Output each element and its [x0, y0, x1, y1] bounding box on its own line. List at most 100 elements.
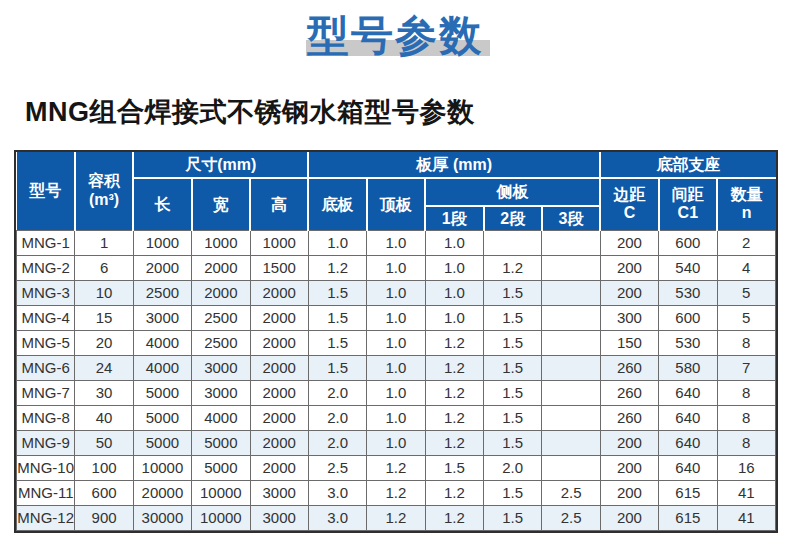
spec-table-header: 型号 容积 (m³) 尺寸(mm) 板厚 (mm) 底部支座 长 宽 高 底板 …: [17, 152, 776, 230]
value-cell: 16: [717, 455, 776, 480]
value-cell: 260: [600, 380, 658, 405]
value-cell: 2000: [250, 330, 308, 355]
value-cell: 5000: [133, 405, 191, 430]
value-cell: 640: [659, 380, 717, 405]
value-cell: 200: [600, 505, 658, 530]
value-cell: 2000: [250, 280, 308, 305]
value-cell: 1.0: [425, 255, 483, 280]
value-cell: 260: [600, 405, 658, 430]
header-side-plate-group: 侧板: [425, 178, 600, 206]
header-segment3: 3段: [542, 206, 600, 230]
value-cell: [542, 430, 600, 455]
header-height: 高: [250, 178, 308, 230]
value-cell: 3000: [133, 305, 191, 330]
model-cell: MNG-11: [17, 480, 75, 505]
value-cell: 1.5: [308, 330, 366, 355]
value-cell: 1.0: [425, 280, 483, 305]
value-cell: 41: [717, 480, 776, 505]
value-cell: 8: [717, 430, 776, 455]
value-cell: [542, 280, 600, 305]
value-cell: 5000: [133, 430, 191, 455]
model-cell: MNG-2: [17, 255, 75, 280]
value-cell: 2000: [250, 305, 308, 330]
value-cell: 2.0: [308, 380, 366, 405]
value-cell: 5000: [133, 380, 191, 405]
value-cell: 1.0: [367, 280, 425, 305]
value-cell: 6: [75, 255, 133, 280]
value-cell: [542, 230, 600, 255]
value-cell: 1500: [250, 255, 308, 280]
value-cell: 2000: [192, 280, 250, 305]
value-cell: 10000: [192, 480, 250, 505]
value-cell: 10000: [133, 455, 191, 480]
value-cell: 530: [659, 280, 717, 305]
value-cell: 580: [659, 355, 717, 380]
header-segment1: 1段: [425, 206, 483, 230]
value-cell: 2500: [192, 330, 250, 355]
value-cell: [542, 305, 600, 330]
value-cell: 2000: [250, 455, 308, 480]
header-length: 长: [133, 178, 191, 230]
value-cell: 41: [717, 505, 776, 530]
value-cell: 4000: [133, 330, 191, 355]
value-cell: 1.5: [484, 380, 542, 405]
value-cell: 24: [75, 355, 133, 380]
value-cell: [542, 255, 600, 280]
model-cell: MNG-5: [17, 330, 75, 355]
value-cell: 1.2: [425, 380, 483, 405]
value-cell: 1.0: [367, 355, 425, 380]
model-cell: MNG-12: [17, 505, 75, 530]
value-cell: 20000: [133, 480, 191, 505]
value-cell: 300: [600, 305, 658, 330]
header-row-1: 型号 容积 (m³) 尺寸(mm) 板厚 (mm) 底部支座: [17, 152, 776, 178]
value-cell: 2000: [192, 255, 250, 280]
header-model: 型号: [17, 152, 75, 230]
table-row: MNG-11600200001000030003.01.21.21.52.520…: [17, 480, 776, 505]
table-row: MNG-12900300001000030003.01.21.21.52.520…: [17, 505, 776, 530]
value-cell: 15: [75, 305, 133, 330]
value-cell: 200: [600, 455, 658, 480]
header-spacing: 间距 C1: [659, 178, 717, 230]
value-cell: 1000: [250, 230, 308, 255]
value-cell: [542, 380, 600, 405]
value-cell: 1: [75, 230, 133, 255]
value-cell: 2000: [250, 430, 308, 455]
value-cell: 1.2: [367, 480, 425, 505]
table-row: MNG-7305000300020002.01.01.21.52606408: [17, 380, 776, 405]
header-volume-line2: (m³): [76, 191, 132, 209]
value-cell: 1.5: [484, 505, 542, 530]
value-cell: 3.0: [308, 505, 366, 530]
value-cell: 2500: [192, 305, 250, 330]
value-cell: 1.5: [308, 280, 366, 305]
value-cell: 600: [659, 230, 717, 255]
value-cell: 3000: [250, 505, 308, 530]
table-row: MNG-262000200015001.21.01.01.22005404: [17, 255, 776, 280]
value-cell: 1.2: [308, 255, 366, 280]
value-cell: 1.0: [367, 380, 425, 405]
value-cell: 600: [75, 480, 133, 505]
value-cell: 1.5: [484, 430, 542, 455]
header-dimensions-group: 尺寸(mm): [133, 152, 308, 178]
value-cell: 7: [717, 355, 776, 380]
value-cell: 4000: [192, 405, 250, 430]
value-cell: 1.2: [425, 505, 483, 530]
header-segment2: 2段: [484, 206, 542, 230]
value-cell: 1.0: [308, 230, 366, 255]
header-edge-distance: 边距 C: [600, 178, 658, 230]
table-row: MNG-1010010000500020002.51.21.52.0200640…: [17, 455, 776, 480]
value-cell: 40: [75, 405, 133, 430]
value-cell: 20: [75, 330, 133, 355]
value-cell: 540: [659, 255, 717, 280]
value-cell: 2: [717, 230, 776, 255]
value-cell: 1.2: [484, 255, 542, 280]
value-cell: 50: [75, 430, 133, 455]
value-cell: 3000: [250, 480, 308, 505]
value-cell: [542, 455, 600, 480]
value-cell: 4: [717, 255, 776, 280]
value-cell: 200: [600, 280, 658, 305]
value-cell: 200: [600, 480, 658, 505]
value-cell: [542, 355, 600, 380]
value-cell: 1.0: [425, 230, 483, 255]
header-edge-line1: 边距: [601, 186, 657, 204]
value-cell: 8: [717, 380, 776, 405]
